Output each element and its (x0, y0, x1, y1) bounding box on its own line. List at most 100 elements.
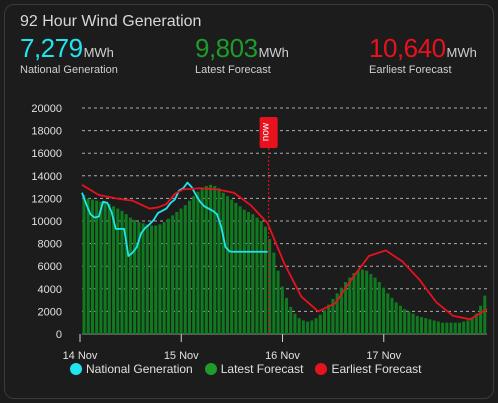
bar (145, 224, 149, 334)
bar (95, 200, 99, 334)
bar (462, 321, 466, 334)
bar (141, 223, 145, 334)
bar (339, 287, 343, 334)
bar (424, 318, 428, 334)
bar (221, 192, 225, 334)
legend-latest[interactable]: Latest Forecast (204, 362, 304, 376)
legend-latest-dot (204, 363, 217, 375)
bar (352, 272, 356, 334)
legend-earliest-label: Earliest Forecast (331, 362, 422, 376)
bar (238, 206, 242, 334)
bar (474, 313, 478, 334)
bar (280, 286, 284, 334)
bar (331, 298, 335, 334)
bar (175, 211, 179, 334)
y-tick-label: 2000 (38, 306, 62, 318)
bar (120, 210, 124, 334)
y-tick-label: 18000 (31, 126, 62, 138)
bar (99, 201, 103, 334)
bar (183, 205, 187, 334)
bar (382, 287, 386, 334)
bar (259, 221, 263, 334)
bar (82, 195, 86, 334)
bar (86, 198, 90, 334)
bar (394, 302, 398, 334)
bar (230, 199, 234, 334)
bar (445, 322, 449, 334)
latest-value: 9,803 (195, 33, 258, 63)
bar (251, 214, 255, 334)
stat-earliest-forecast: 10,640MWh Earliest Forecast (369, 33, 477, 76)
bar (310, 320, 314, 334)
x-tick-label: 17 Nov (366, 350, 401, 362)
now-marker-label: now (261, 122, 272, 141)
bar (162, 222, 166, 334)
bar (301, 320, 305, 334)
legend-national[interactable]: National Generation (70, 362, 193, 376)
national-unit: MWh (83, 45, 114, 60)
bar (192, 196, 196, 334)
y-tick-label: 6000 (38, 261, 62, 273)
y-tick-label: 4000 (38, 284, 62, 296)
bar (133, 219, 137, 334)
x-tick-label: 15 Nov (164, 350, 199, 362)
bar (344, 282, 348, 334)
bar (200, 188, 204, 334)
bar (255, 217, 259, 334)
bar (234, 202, 238, 334)
bar (242, 209, 246, 334)
y-tick-label: 14000 (31, 171, 62, 183)
bar (171, 215, 175, 334)
legend-latest-label: Latest Forecast (220, 362, 304, 376)
earliest-value: 10,640 (369, 33, 446, 63)
bar (365, 270, 369, 334)
y-tick-label: 16000 (31, 148, 62, 160)
bar (403, 309, 407, 334)
y-tick-label: 20000 (31, 103, 62, 115)
bar (335, 293, 339, 334)
bar (466, 320, 470, 334)
bar (432, 320, 436, 334)
bar (483, 295, 487, 334)
bar (407, 311, 411, 334)
earliest-unit: MWh (446, 45, 477, 60)
bar (356, 270, 360, 334)
series-line-earliest-forecast (81, 184, 488, 321)
bar (293, 313, 297, 334)
national-label: National Generation (20, 64, 118, 76)
latest-unit: MWh (258, 45, 289, 60)
bar (137, 222, 141, 334)
bar (213, 185, 217, 334)
legend-earliest-dot (315, 363, 328, 375)
bar (116, 208, 120, 334)
bar (247, 211, 251, 334)
x-tick-label: 14 Nov (63, 350, 98, 362)
bar (373, 277, 377, 334)
series-line-national-generation (81, 181, 268, 257)
bar (179, 208, 183, 334)
bar (187, 200, 191, 334)
latest-label: Latest Forecast (195, 64, 271, 76)
bar (90, 199, 94, 334)
now-marker-badge (259, 117, 278, 148)
x-tick-label: 16 Nov (265, 350, 300, 362)
bar (154, 225, 158, 334)
bar (128, 217, 132, 334)
bar (124, 214, 128, 334)
bar (428, 319, 432, 334)
legend-earliest[interactable]: Earliest Forecast (315, 362, 421, 376)
bar (217, 188, 221, 334)
bar (289, 306, 293, 334)
bar (150, 225, 154, 334)
bar (420, 317, 424, 334)
bar (204, 185, 208, 334)
y-tick-label: 12000 (31, 193, 62, 205)
bar (107, 204, 111, 334)
bar (386, 293, 390, 334)
bar (297, 318, 301, 334)
legend-national-label: National Generation (86, 362, 193, 376)
bar (268, 239, 272, 334)
chart-legend: National Generation Latest Forecast Earl… (70, 362, 421, 376)
bar (390, 297, 394, 334)
